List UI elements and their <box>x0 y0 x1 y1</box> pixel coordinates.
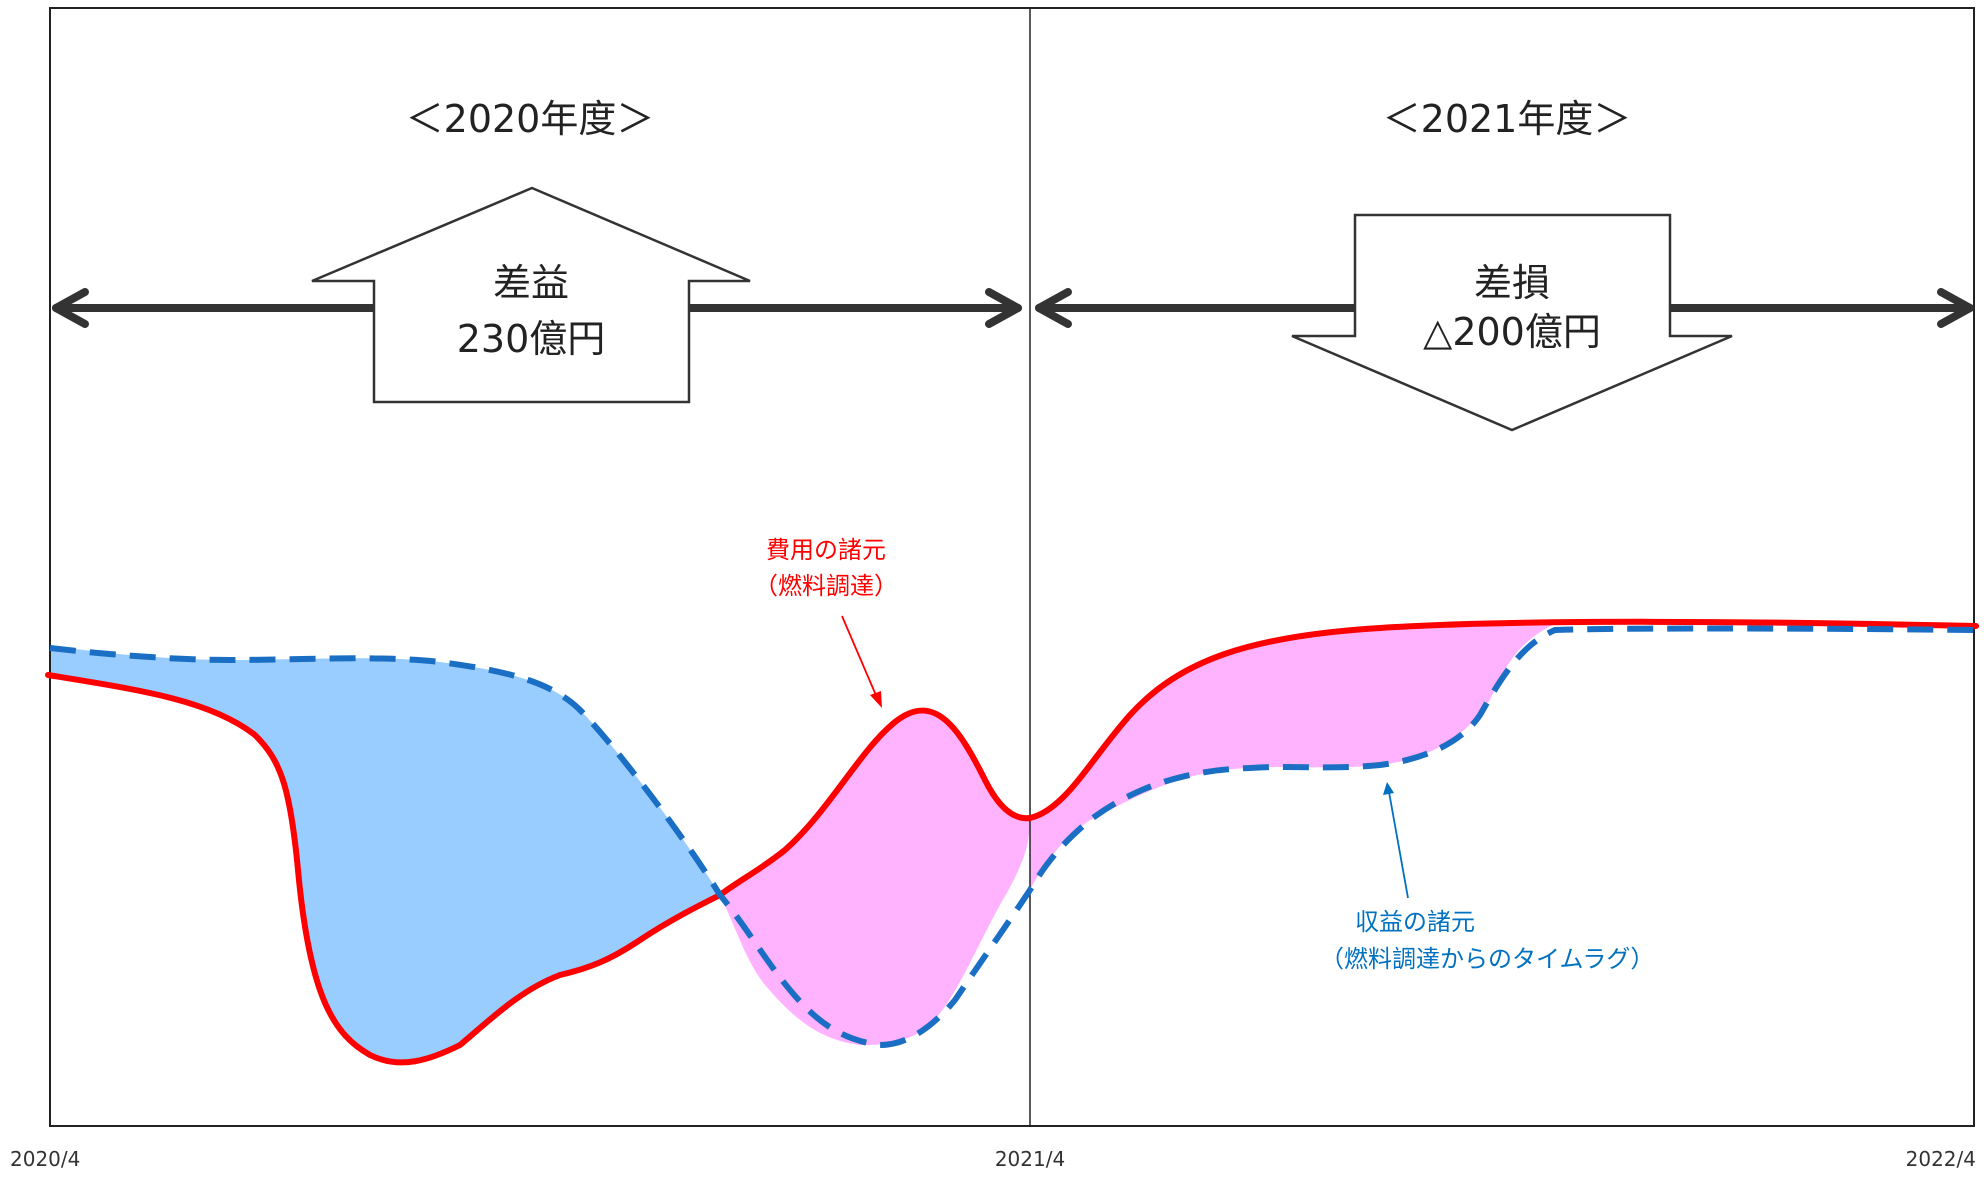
cost-note-title: 費用の諸元 <box>766 536 886 564</box>
loss-area-1 <box>720 710 1030 1045</box>
loss-amount: △200億円 <box>1423 310 1601 354</box>
cost-pointer-arrow <box>841 615 882 708</box>
profit-label: 差益 <box>493 261 569 305</box>
profit-amount: 230億円 <box>457 317 606 361</box>
cost-curve <box>45 618 1979 1066</box>
x-tick-2020-4: 2020/4 <box>10 1147 80 1171</box>
period-label-2021: ＜2021年度＞ <box>1383 97 1632 141</box>
revenue-pointer-arrow <box>1383 782 1409 899</box>
loss-area-2 <box>1030 622 1555 890</box>
revenue-curve <box>49 625 1975 1049</box>
revenue-note-title: 収益の諸元 <box>1355 908 1475 936</box>
cost-note-subtitle: （燃料調達） <box>754 572 898 600</box>
profit-up-arrow <box>311 186 751 404</box>
plot-frame <box>49 7 1975 1127</box>
gain-area <box>50 645 720 1063</box>
revenue-note-subtitle: （燃料調達からのタイムラグ） <box>1320 945 1654 973</box>
loss-label: 差損 <box>1474 261 1550 305</box>
x-tick-2021-4: 2021/4 <box>995 1147 1065 1171</box>
x-tick-2022-4: 2022/4 <box>1906 1147 1976 1171</box>
loss-down-arrow <box>1291 213 1733 432</box>
period-label-2020: ＜2020年度＞ <box>406 97 655 141</box>
